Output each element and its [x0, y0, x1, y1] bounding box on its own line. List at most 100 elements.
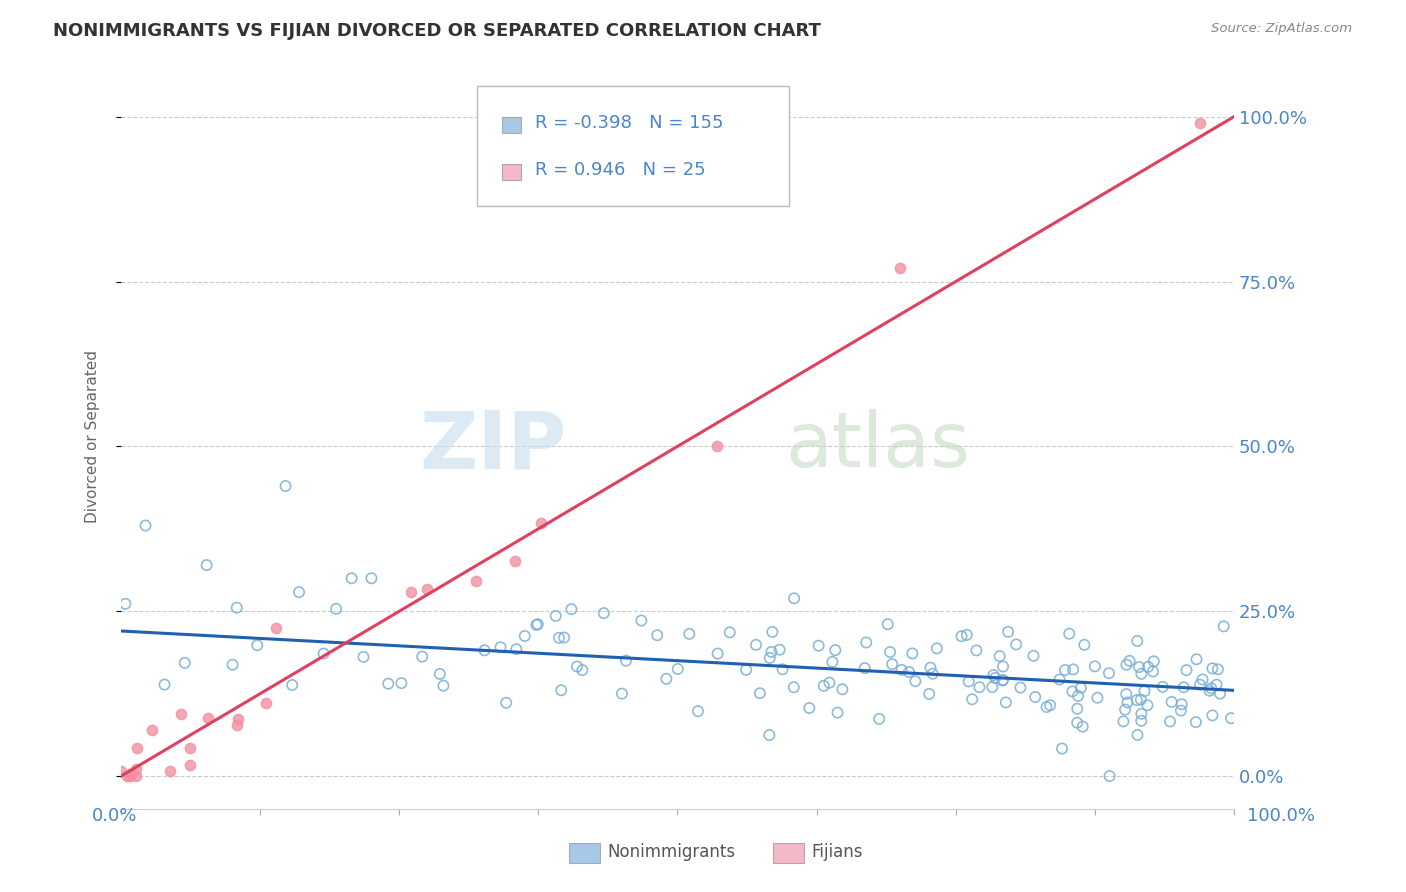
Point [1126, 693, 1149, 707]
Point [565, 659, 588, 673]
Point [115, 769, 138, 783]
Point [179, 757, 201, 772]
Point [807, 639, 830, 653]
Point [553, 631, 575, 645]
Point [360, 571, 382, 585]
Point [879, 645, 901, 659]
Point [950, 629, 973, 643]
Point [783, 591, 806, 606]
Point [246, 638, 269, 652]
Point [960, 692, 983, 706]
Point [965, 643, 987, 657]
Point [1070, 681, 1092, 695]
Point [1035, 700, 1057, 714]
Point [994, 695, 1017, 709]
Point [1087, 690, 1109, 705]
Text: atlas: atlas [786, 409, 970, 483]
Point [758, 651, 780, 665]
Point [1137, 660, 1160, 674]
Point [981, 680, 1004, 694]
Point [1129, 692, 1152, 706]
Point [991, 673, 1014, 687]
Point [1054, 663, 1077, 677]
Point [560, 602, 582, 616]
Text: 100.0%: 100.0% [1247, 807, 1315, 825]
Point [281, 678, 304, 692]
Point [1098, 769, 1121, 783]
Point [1049, 673, 1071, 687]
Point [761, 645, 783, 659]
Point [1130, 666, 1153, 681]
Point [706, 647, 728, 661]
Point [824, 643, 846, 657]
Point [550, 683, 572, 698]
Point [195, 558, 218, 573]
Text: NONIMMIGRANTS VS FIJIAN DIVORCED OR SEPARATED CORRELATION CHART: NONIMMIGRANTS VS FIJIAN DIVORCED OR SEPA… [53, 22, 821, 40]
Point [353, 649, 375, 664]
Point [429, 667, 451, 681]
Point [758, 728, 780, 742]
Point [969, 680, 991, 694]
Point [1220, 711, 1243, 725]
Point [735, 663, 758, 677]
Point [432, 679, 454, 693]
Point [340, 571, 363, 585]
Point [855, 635, 877, 649]
Point [768, 642, 790, 657]
Point [592, 606, 614, 620]
Point [761, 624, 783, 639]
Point [1084, 659, 1107, 673]
Point [997, 624, 1019, 639]
Point [1130, 706, 1153, 721]
Point [868, 712, 890, 726]
Point [1206, 662, 1229, 676]
Point [474, 643, 496, 657]
Point [610, 687, 633, 701]
Point [983, 668, 1005, 682]
Point [1024, 690, 1046, 704]
Point [718, 625, 741, 640]
Point [921, 666, 943, 681]
Point [1062, 684, 1084, 698]
Point [548, 631, 571, 645]
Point [464, 574, 486, 588]
Point [505, 642, 527, 657]
Point [513, 629, 536, 643]
Point [1073, 638, 1095, 652]
Point [1098, 666, 1121, 681]
Point [221, 657, 243, 672]
Point [821, 655, 844, 669]
Point [495, 696, 517, 710]
Point [530, 516, 553, 530]
Point [135, 518, 157, 533]
Point [748, 686, 770, 700]
Point [772, 662, 794, 676]
Text: R = -0.398   N = 155: R = -0.398 N = 155 [534, 114, 723, 132]
Point [783, 680, 806, 694]
Point [1062, 662, 1084, 676]
Point [274, 479, 297, 493]
Point [153, 677, 176, 691]
Point [159, 764, 181, 778]
Text: Source: ZipAtlas.com: Source: ZipAtlas.com [1212, 22, 1353, 36]
Point [399, 585, 422, 599]
Point [957, 674, 980, 689]
Point [526, 617, 548, 632]
Point [125, 769, 148, 783]
Point [1198, 683, 1220, 698]
Point [1112, 714, 1135, 729]
Point [614, 654, 637, 668]
Point [120, 769, 142, 783]
Point [1185, 715, 1208, 730]
Point [1185, 652, 1208, 666]
Point [1118, 654, 1140, 668]
Point [1191, 673, 1213, 687]
Point [920, 660, 942, 674]
Point [524, 618, 547, 632]
Point [1050, 741, 1073, 756]
Point [389, 676, 412, 690]
Point [991, 673, 1014, 688]
Point [312, 647, 335, 661]
Point [706, 439, 728, 453]
Y-axis label: Divorced or Separated: Divorced or Separated [86, 350, 100, 523]
